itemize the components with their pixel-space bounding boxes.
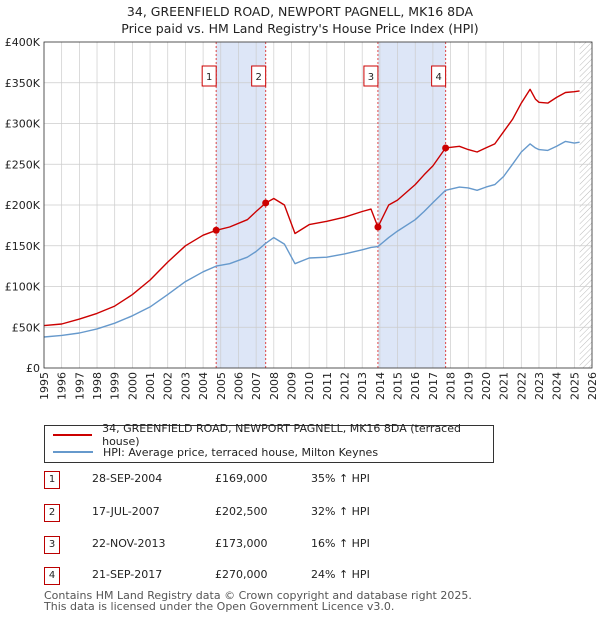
tx-price: £169,000 [215, 472, 268, 485]
y-tick-label: £150K [5, 240, 41, 253]
x-tick-label: 2000 [126, 372, 139, 400]
x-tick-label: 2022 [515, 372, 528, 400]
y-tick-label: £350K [5, 77, 41, 90]
legend-item-price: 34, GREENFIELD ROAD, NEWPORT PAGNELL, MK… [53, 422, 493, 448]
x-tick-label: 2005 [215, 372, 228, 400]
tx-date: 21-SEP-2017 [92, 568, 163, 581]
x-tick-label: 2020 [480, 372, 493, 400]
y-tick-label: £50K [12, 321, 41, 334]
tx-price: £173,000 [215, 537, 268, 550]
legend-label-hpi: HPI: Average price, terraced house, Milt… [103, 445, 379, 459]
sale-marker-label-1: 1 [206, 72, 212, 83]
tx-number-badge: 2 [44, 504, 60, 522]
y-tick-label: £400K [5, 36, 41, 49]
hpi-line [43, 140, 580, 338]
x-tick-label: 1998 [91, 372, 104, 400]
x-tick-label: 2007 [250, 372, 263, 400]
x-tick-label: 2004 [197, 372, 210, 400]
tx-price: £202,500 [215, 505, 268, 518]
x-tick-label: 2021 [498, 372, 511, 400]
sale-marker-label-4: 4 [435, 72, 441, 83]
tx-price: £270,000 [215, 568, 268, 581]
x-tick-label: 2012 [339, 372, 352, 400]
plot-border [43, 41, 593, 369]
x-tick-label: 2001 [144, 372, 157, 400]
x-tick-label: 1995 [38, 372, 51, 400]
sale-marker-box-4 [431, 65, 447, 87]
x-tick-label: 2016 [409, 372, 422, 400]
x-tick-label: 2023 [533, 372, 546, 400]
sale-point-3 [374, 223, 382, 231]
sale-point-2 [262, 199, 270, 207]
y-tick-label: £100K [5, 281, 41, 294]
y-tick-label: £200K [5, 199, 41, 212]
x-tick-label: 2024 [551, 372, 564, 400]
sale-marker-label-2: 2 [255, 72, 261, 83]
x-tick-label: 2008 [268, 372, 281, 400]
tx-number-badge: 4 [44, 567, 60, 585]
x-tick-label: 1996 [56, 372, 69, 400]
sale-marker-box-2 [251, 65, 267, 87]
footer-copyright: Contains HM Land Registry data © Crown c… [44, 589, 472, 602]
sale-point-4 [442, 144, 450, 152]
x-tick-label: 2009 [285, 372, 298, 400]
x-tick-label: 2013 [356, 372, 369, 400]
tx-date: 28-SEP-2004 [92, 472, 163, 485]
sale-marker-box-3 [363, 65, 379, 87]
x-tick-label: 2018 [445, 372, 458, 400]
x-tick-label: 2025 [568, 372, 581, 400]
tx-date: 22-NOV-2013 [92, 537, 166, 550]
sale-marker-box-1 [201, 65, 217, 87]
tx-number-badge: 3 [44, 536, 60, 554]
x-tick-label: 2010 [303, 372, 316, 400]
tx-number-badge: 1 [44, 471, 60, 489]
tx-hpi: 16% ↑ HPI [311, 537, 370, 550]
x-tick-label: 2002 [162, 372, 175, 400]
price-paid-line [43, 88, 580, 327]
legend-label-price: 34, GREENFIELD ROAD, NEWPORT PAGNELL, MK… [102, 422, 461, 448]
price-chart: £0 £50K £100K £150K £200K £250K £300K £350K £400… [5, 36, 599, 400]
x-tick-label: 2003 [179, 372, 192, 400]
tx-date: 17-JUL-2007 [92, 505, 160, 518]
sale-point-1 [212, 226, 220, 234]
x-tick-label: 2017 [427, 372, 440, 400]
x-tick-label: 2015 [392, 372, 405, 400]
x-tick-label: 1997 [73, 372, 86, 400]
legend-item-hpi: HPI: Average price, terraced house, Milt… [53, 444, 378, 460]
tx-hpi: 35% ↑ HPI [311, 472, 370, 485]
x-tick-label: 2019 [462, 372, 475, 400]
chart-legend: 34, GREENFIELD ROAD, NEWPORT PAGNELL, MK… [44, 422, 494, 463]
tx-hpi: 32% ↑ HPI [311, 505, 370, 518]
footer-licence: This data is licensed under the Open Gov… [44, 600, 395, 613]
x-tick-label: 2014 [374, 372, 387, 400]
x-tick-label: 2011 [321, 372, 334, 400]
y-tick-label: £300K [5, 118, 41, 131]
y-tick-label: £250K [5, 158, 41, 171]
legend-swatch-hpi [53, 451, 93, 453]
tx-hpi: 24% ↑ HPI [311, 568, 370, 581]
sale-marker-label-3: 3 [368, 72, 374, 83]
legend-swatch-price [53, 434, 93, 436]
chart-title-line1: 34, GREENFIELD ROAD, NEWPORT PAGNELL, MK… [126, 4, 474, 19]
x-tick-label: 2026 [586, 372, 599, 400]
y-tick-label: £0 [26, 362, 40, 375]
chart-title-line2: Price paid vs. HM Land Registry's House … [121, 21, 479, 36]
x-tick-label: 2006 [232, 372, 245, 400]
x-tick-label: 1999 [109, 372, 122, 400]
